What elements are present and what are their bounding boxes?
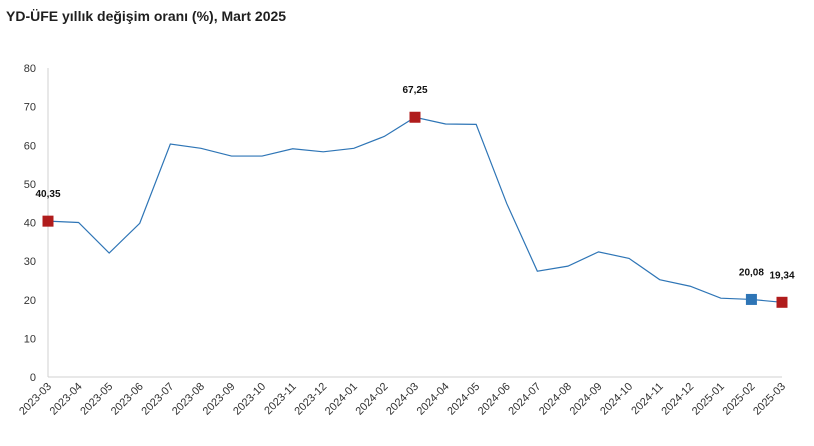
data-marker [776, 296, 788, 308]
y-tick-label: 10 [24, 333, 36, 345]
data-marker [745, 293, 757, 305]
x-tick-label: 2023-12 [292, 381, 329, 418]
x-tick-label: 2024-06 [476, 381, 513, 418]
series-line [47, 116, 783, 303]
data-labels: 40,35 67,25 20,08 19,34 [35, 85, 794, 281]
y-tick-label: 60 [24, 140, 36, 152]
x-tick-label: 2024-12 [659, 381, 696, 418]
chart-title: YD-ÜFE yıllık değişim oranı (%), Mart 20… [6, 8, 287, 24]
x-tick-label: 2023-11 [262, 381, 298, 417]
data-label: 40,35 [35, 189, 60, 200]
y-tick-label: 40 [24, 218, 36, 230]
y-tick-label: 30 [24, 256, 36, 268]
data-marker [42, 215, 54, 227]
x-tick-label: 2024-03 [384, 381, 421, 418]
x-tick-label: 2023-04 [48, 381, 85, 418]
x-tick-label: 2025-03 [751, 381, 788, 418]
y-tick-label: 50 [24, 179, 36, 191]
x-tick-label: 2025-02 [721, 381, 758, 418]
x-tick-label: 2023-07 [139, 381, 176, 418]
data-label: 67,25 [402, 85, 427, 96]
x-tick-label: 2024-02 [354, 381, 391, 418]
x-tick-label: 2023-09 [201, 381, 238, 418]
x-tick-label: 2024-07 [506, 381, 543, 418]
x-tick-label: 2024-09 [568, 381, 605, 418]
x-tick-label: 2025-01 [690, 381, 727, 418]
x-tick-label: 2024-10 [598, 381, 635, 418]
y-tick-label: 70 [24, 102, 36, 114]
y-tick-label: 0 [30, 372, 36, 384]
x-tick-label: 2024-05 [445, 381, 482, 418]
x-tick-labels: 2023-032023-042023-052023-062023-072023-… [17, 381, 788, 418]
x-tick-label: 2023-06 [109, 381, 146, 418]
x-tick-label: 2023-05 [78, 381, 115, 418]
x-tick-label: 2023-03 [17, 381, 54, 418]
y-tick-labels: 0 10 20 30 40 50 60 70 80 [24, 63, 36, 384]
x-tick-label: 2024-08 [537, 381, 574, 418]
data-label: 20,08 [739, 267, 764, 278]
x-tick-label: 2024-01 [323, 381, 360, 418]
data-label: 19,34 [769, 270, 794, 281]
x-tick-label: 2024-04 [415, 381, 452, 418]
x-tick-label: 2024-11 [629, 381, 665, 417]
x-tick-label: 2023-08 [170, 381, 207, 418]
data-marker [409, 111, 421, 123]
y-tick-label: 20 [24, 295, 36, 307]
series-lines [47, 116, 783, 303]
data-markers [42, 111, 788, 308]
x-tick-label: 2023-10 [231, 381, 268, 418]
y-tick-label: 80 [24, 63, 36, 75]
